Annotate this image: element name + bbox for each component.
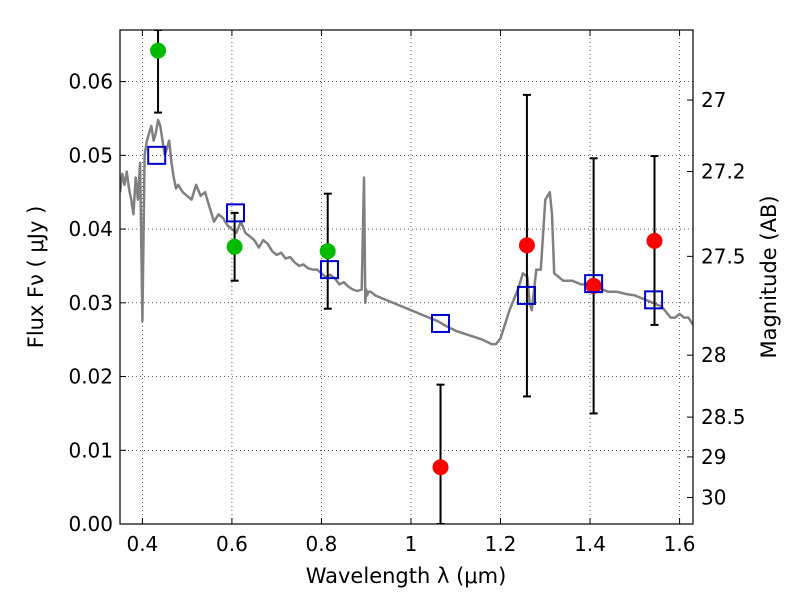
y2-tick-label: 28.5 <box>701 405 746 429</box>
x-tick-label: 0.8 <box>306 532 338 556</box>
model-point <box>147 145 167 165</box>
y2-tick-label: 30 <box>701 485 726 509</box>
y-axis-label: Flux Fν ( μJy ) <box>24 206 48 349</box>
data-point <box>150 42 167 59</box>
ticks: 0.4 0.6 0.8 1 1.2 1.4 1.6 0.00 0.01 0.02 0.03 0.04 0… <box>68 30 746 556</box>
x-tick-label: 0.6 <box>216 532 248 556</box>
y2-tick-label: 28 <box>701 343 726 367</box>
data-point <box>432 459 449 476</box>
y2-tick-label: 27.2 <box>701 160 746 184</box>
x-axis-label: Wavelength λ (μm) <box>306 564 507 588</box>
model-point <box>431 313 451 333</box>
plot-background <box>120 30 693 524</box>
model-point <box>320 260 340 280</box>
data-point <box>226 238 243 255</box>
data-point <box>646 232 663 249</box>
y-tick-label: 0.02 <box>68 365 113 389</box>
y-tick-label: 0.01 <box>68 438 113 462</box>
model-point <box>644 290 664 310</box>
x-tick-label: 0.4 <box>126 532 158 556</box>
marker-layer <box>147 42 664 476</box>
x-tick-label: 1.2 <box>485 532 517 556</box>
y2-tick-label: 27.5 <box>701 244 746 268</box>
y2-tick-label: 29 <box>701 445 726 469</box>
plot-frame <box>119 29 694 525</box>
x-tick-label: 1.6 <box>664 532 696 556</box>
y-tick-label: 0.04 <box>68 217 113 241</box>
x-tick-label: 1 <box>405 532 418 556</box>
y2-tick-label: 27 <box>701 88 726 112</box>
model-point <box>225 203 245 223</box>
y-tick-label: 0.06 <box>68 70 113 94</box>
data-point <box>319 243 336 260</box>
model-point <box>584 274 604 294</box>
data-point <box>585 277 602 294</box>
data-point <box>518 237 535 254</box>
x-tick-label: 1.4 <box>574 532 606 556</box>
model-point <box>516 285 536 305</box>
y-tick-label: 0.05 <box>68 143 113 167</box>
y-tick-label: 0.00 <box>68 512 113 536</box>
y-tick-label: 0.03 <box>68 291 113 315</box>
y2-axis-label: Magnitude (AB) <box>757 195 781 358</box>
